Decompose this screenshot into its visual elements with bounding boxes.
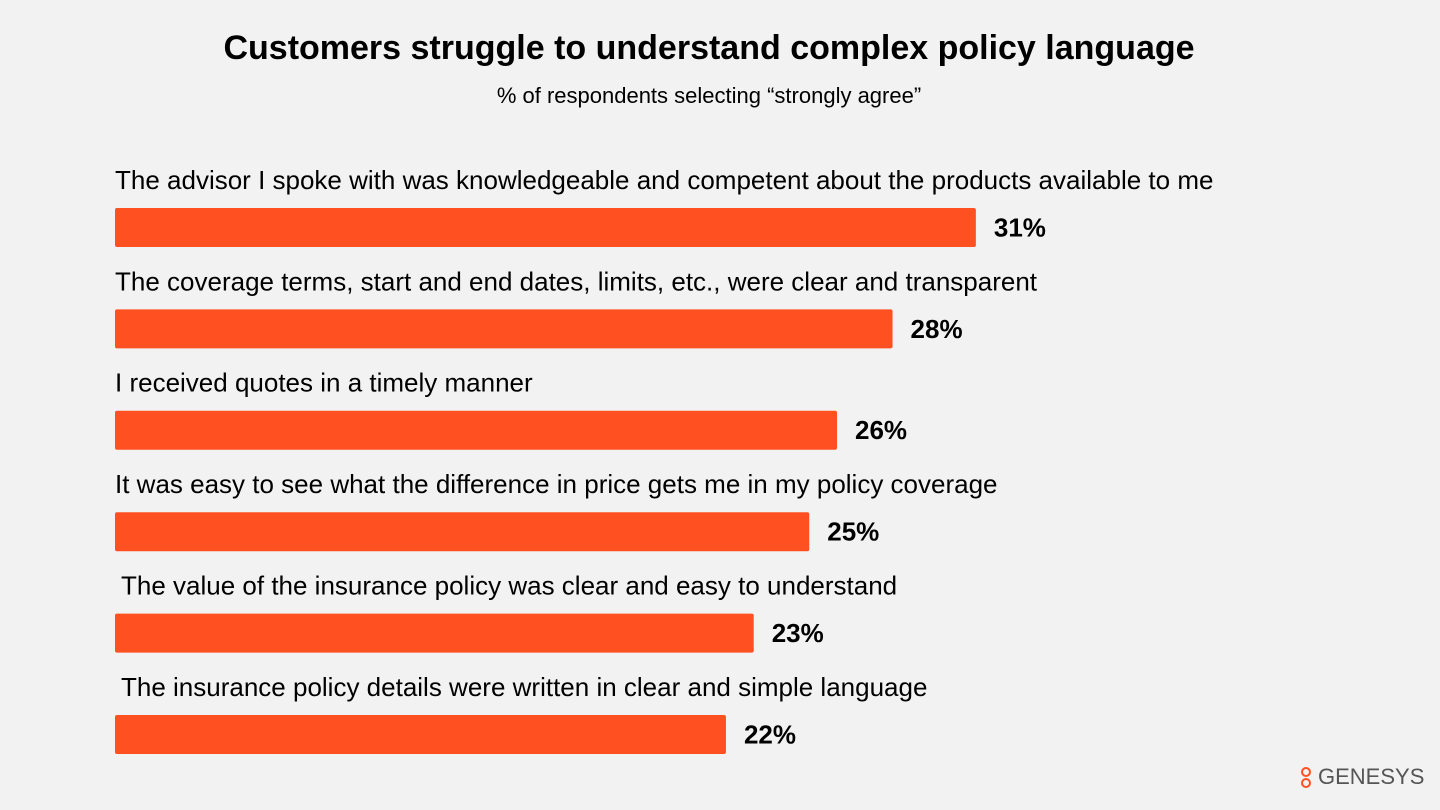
logo: GENESYS — [1301, 764, 1424, 789]
category-label: It was easy to see what the difference i… — [115, 469, 998, 499]
value-label: 26% — [855, 415, 907, 445]
category-label: The advisor I spoke with was knowledgeab… — [115, 165, 1213, 195]
category-label: The insurance policy details were writte… — [121, 672, 927, 702]
logo-icon — [1301, 767, 1311, 777]
chart-subtitle: % of respondents selecting “strongly agr… — [497, 83, 921, 108]
bar — [115, 613, 754, 653]
logo-text: GENESYS — [1318, 764, 1424, 789]
bar — [115, 512, 810, 552]
bar — [115, 208, 976, 247]
value-label: 23% — [772, 618, 824, 648]
value-label: 22% — [744, 719, 796, 749]
bar — [115, 715, 726, 754]
category-label: I received quotes in a timely manner — [115, 368, 533, 398]
chart-title: Customers struggle to understand complex… — [223, 29, 1194, 67]
bar — [115, 309, 893, 349]
value-label: 31% — [994, 212, 1046, 242]
category-label: The value of the insurance policy was cl… — [121, 570, 897, 600]
category-label: The coverage terms, start and end dates,… — [115, 266, 1038, 296]
value-label: 28% — [911, 314, 963, 344]
logo-icon — [1301, 778, 1311, 788]
value-label: 25% — [827, 517, 879, 547]
bar — [115, 410, 838, 450]
